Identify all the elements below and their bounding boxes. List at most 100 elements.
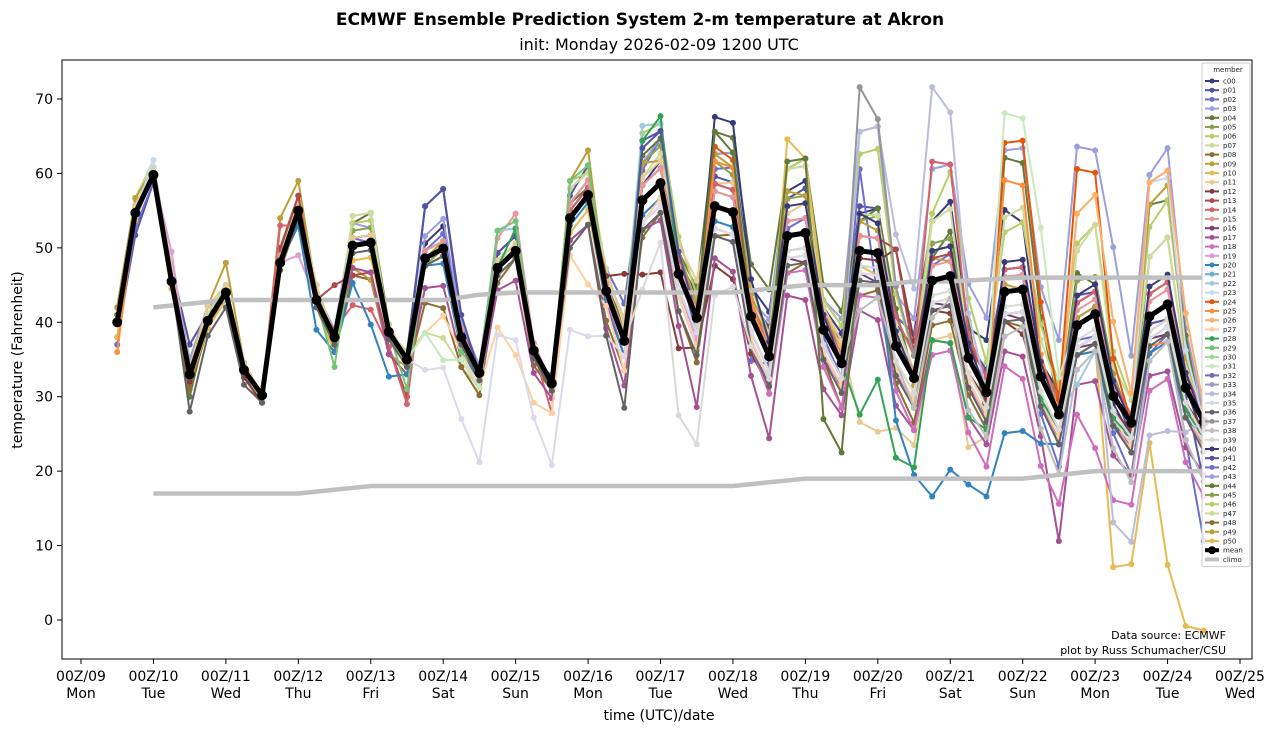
member-point [1074,270,1081,277]
legend-label: p12 [1223,188,1236,196]
legend-swatch-marker [1209,317,1215,323]
legend-label: p27 [1223,326,1236,334]
member-point [693,352,700,359]
x-tick-label-time: 00Z/13 [346,669,396,685]
climo-upper-line [153,275,1204,310]
member-point [947,332,954,339]
mean-point [184,369,195,380]
member-point [639,122,646,129]
member-point [929,240,936,247]
member-point [277,215,284,222]
member-point [1037,299,1044,306]
legend-label: p34 [1223,390,1237,398]
member-point [186,386,193,393]
member-point [1146,171,1153,178]
legend-label: p11 [1223,179,1236,187]
member-point [802,296,809,303]
mean-point [1162,299,1173,310]
mean-point [564,213,575,224]
member-point [856,128,863,135]
legend-swatch-marker [1209,262,1215,268]
mean-point [166,276,177,287]
legend-swatch-marker [1209,529,1215,535]
member-point [784,136,791,143]
legend-item-p39: p39 [1205,436,1236,444]
member-point [585,162,592,169]
legend-item-p03: p03 [1205,105,1236,113]
member-point [476,377,483,384]
member-point [186,408,193,415]
x-tick-label-day: Tue [1155,686,1180,702]
legend-swatch-marker [1209,483,1215,489]
member-point [1128,434,1135,441]
member-point [929,218,936,225]
member-point [295,252,302,259]
legend-item-p01: p01 [1205,87,1236,95]
mean-point [420,253,431,264]
member-point [693,277,700,284]
member-point [1182,347,1189,354]
member-point [1092,147,1099,154]
member-point [1146,357,1153,364]
mean-point [1072,320,1083,331]
member-point [874,116,881,123]
member-point [983,337,990,344]
member-point [947,340,954,347]
y-tick-label: 40 [35,315,53,331]
mean-point [1017,284,1028,295]
legend-item-p21: p21 [1205,271,1236,279]
mean-point [528,345,539,356]
legend-item-p41: p41 [1205,455,1236,463]
member-point [566,326,573,333]
x-tick-label-time: 00Z/12 [273,669,323,685]
member-point [1019,427,1026,434]
member-point [983,314,990,321]
mean-point [112,317,123,328]
member-point [766,375,773,382]
y-tick-label: 60 [35,166,53,182]
member-point [657,165,664,172]
member-point [1110,519,1117,526]
member-point [349,264,356,271]
member-point [729,119,736,126]
member-point [1001,333,1008,340]
member-point [440,282,447,289]
mean-point [202,315,213,326]
member-point [403,386,410,393]
member-point [548,462,555,469]
x-axis-label: time (UTC)/date [603,708,714,724]
legend-swatch-marker [1209,382,1215,388]
legend-item-p46: p46 [1205,501,1237,509]
member-point [1001,363,1008,370]
member-point [186,378,193,385]
legend-swatch-marker [1209,354,1215,360]
mean-point [981,387,992,398]
legend-label: p50 [1223,538,1236,546]
x-tick-label-time: 00Z/22 [998,669,1048,685]
member-point [1182,310,1189,317]
legend-swatch-marker [1209,234,1215,240]
legend-item-p04: p04 [1205,114,1237,122]
x-tick-label-time: 00Z/25 [1215,669,1265,685]
member-point [1164,368,1171,375]
member-point [1037,403,1044,410]
member-point [1182,399,1189,406]
legend-label: p04 [1223,114,1237,122]
mean-point [510,245,521,256]
member-point [892,357,899,364]
legend-item-p34: p34 [1205,390,1237,398]
member-point [1074,352,1081,359]
legend-label: p02 [1223,96,1236,104]
member-point [385,373,392,380]
member-lines [114,84,1207,634]
legend-item-p35: p35 [1205,400,1236,408]
member-point [1037,425,1044,432]
legend-swatch-marker [1209,87,1215,93]
mean-point [257,390,268,401]
x-tick-label-time: 00Z/19 [780,669,830,685]
member-point [874,145,881,152]
legend-swatch-marker [1209,225,1215,231]
legend-item-p08: p08 [1205,151,1236,159]
legend-item-p37: p37 [1205,418,1236,426]
x-tick-label-day: Wed [1225,686,1256,702]
